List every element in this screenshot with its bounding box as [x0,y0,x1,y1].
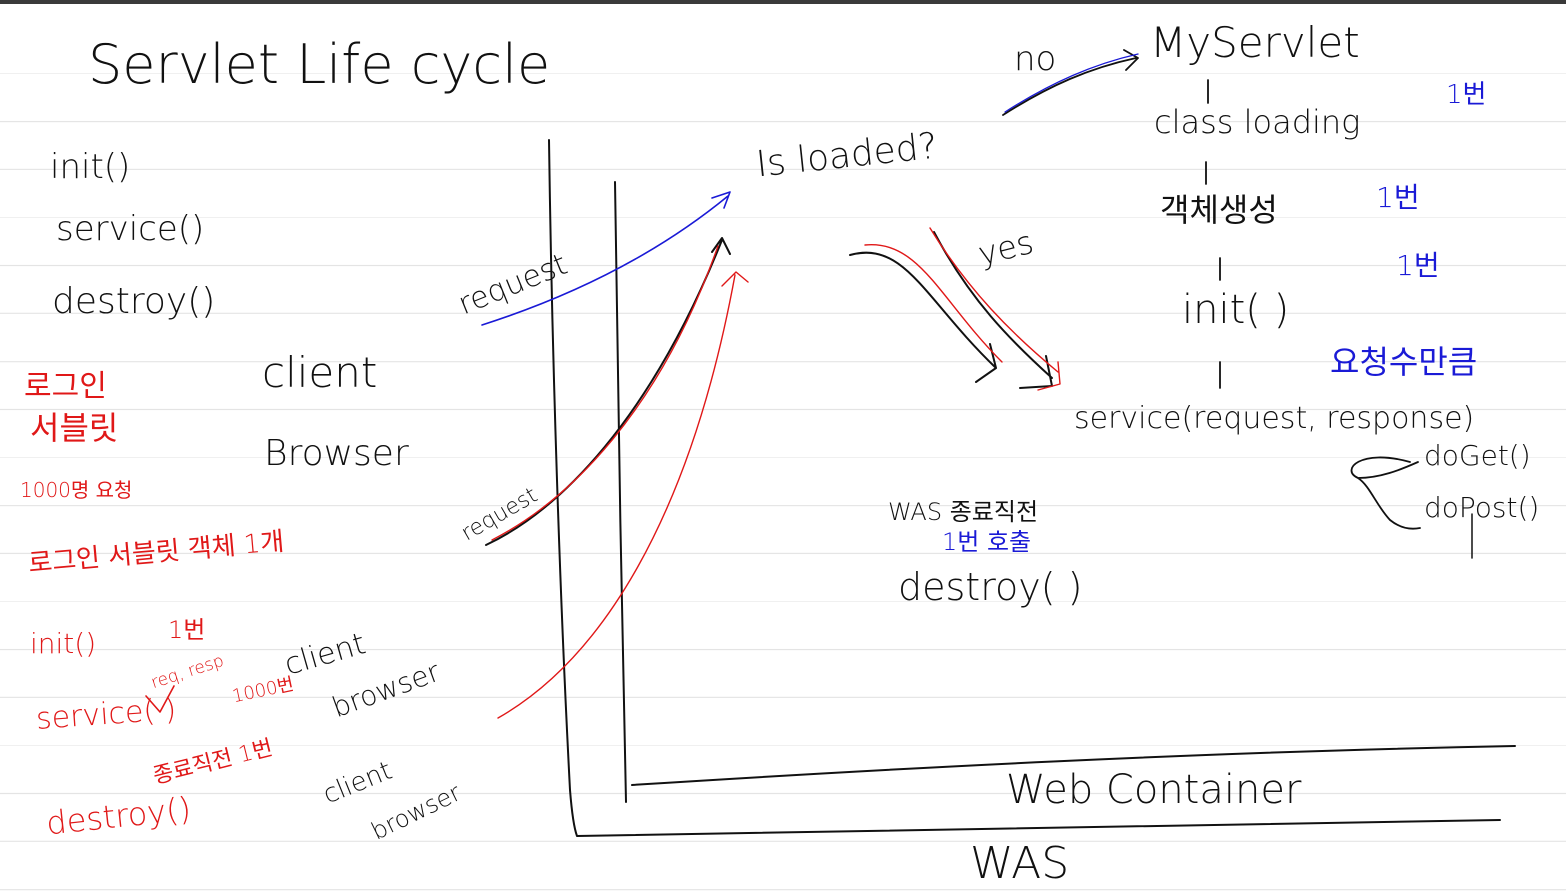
myservlet-label: MyServlet [1150,18,1360,67]
request-arrow-black [485,237,731,546]
object-creation-once: 1번 [1376,181,1420,214]
class-loading-label: class loading [1154,103,1361,141]
web-container-label: Web Container [1006,767,1302,813]
was-boundary [548,139,1501,837]
request-arrow-red-2 [497,271,749,719]
web-container-boundary [614,181,1516,803]
request-arrow-red [491,245,719,541]
note-init: init() [30,627,97,660]
ruled-paper [0,4,1566,893]
doget-label: doGet() [1424,439,1531,472]
request-arrow-blue [481,191,731,326]
no-arrow-black [1002,49,1139,116]
init-once: 1번 [1396,249,1440,282]
flow-destroy-label: destroy( ) [898,565,1083,609]
yes-arrow-black-1 [849,251,997,383]
object-creation-label: 객체생성 [1160,191,1278,229]
method-service: service() [56,209,205,249]
service-call-label: service(request, response) [1074,401,1475,436]
was-label: WAS [970,838,1070,889]
dispatch-bracket [1350,456,1421,530]
dopost-label: doPost() [1424,491,1540,524]
yes-arrow-red-2 [929,227,1061,391]
was-shutdown-label: WAS 종료직전 [888,498,1039,526]
note-login: 로그인 [24,369,107,404]
no-label: no [1014,39,1057,79]
page-title: Servlet Life cycle [88,33,551,96]
yes-arrow-red-1 [864,244,1003,363]
browser-label: Browser [264,433,409,474]
note-requests: 1000명 요청 [20,478,133,502]
method-destroy: destroy() [52,281,216,322]
note-servlet: 서블릿 [30,409,119,447]
called-once-label: 1번 호출 [942,528,1032,556]
class-loading-once: 1번 [1446,80,1487,110]
client-label: client [262,348,378,397]
per-request-label: 요청수만큼 [1330,343,1478,381]
method-init: init() [50,147,131,187]
flow-init-label: init( ) [1182,287,1290,333]
flow-tick [1205,79,1221,389]
no-arrow-blue [1004,53,1139,113]
note-init-once: 1번 [168,616,206,644]
service-check-mark [145,685,175,713]
window-top-bar [0,0,1566,4]
